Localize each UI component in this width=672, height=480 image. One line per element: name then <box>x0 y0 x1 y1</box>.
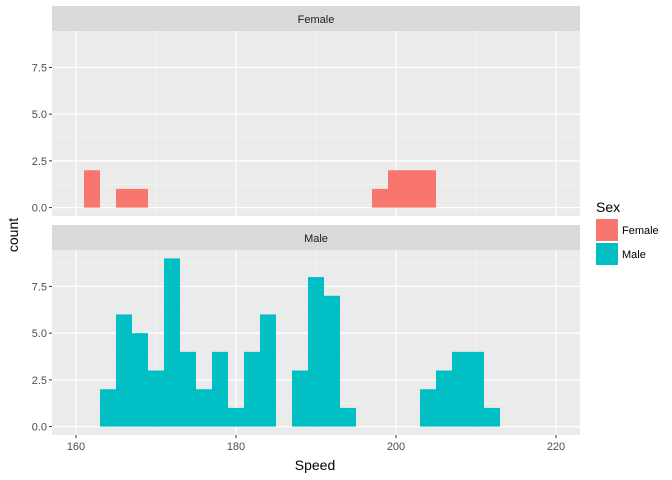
histogram-bar <box>228 407 244 427</box>
facet-strip-female <box>52 6 580 31</box>
legend-key-male <box>596 243 618 265</box>
histogram-bar <box>164 258 180 427</box>
x-tick-label: 220 <box>547 441 565 453</box>
gridlines-female <box>52 31 580 216</box>
y-tick-label: 7.5 <box>32 62 47 74</box>
y-axis-female: 0.0 2.5 5.0 7.5 <box>32 62 52 215</box>
histogram-bar <box>100 389 116 427</box>
histogram-bar <box>308 277 324 427</box>
y-tick-label: 0.0 <box>32 422 47 434</box>
facet-strip-label-male: Male <box>304 233 328 245</box>
legend-title: Sex <box>596 199 620 215</box>
histogram-bar <box>468 351 484 427</box>
histogram-bar <box>436 370 452 427</box>
panel-male: Male 0.0 2.5 5.0 7.5 160 180 200 220 <box>32 225 580 453</box>
histogram-bar <box>132 188 148 208</box>
y-axis-title: count <box>5 218 21 252</box>
histogram-bar <box>244 351 260 427</box>
x-tick-label: 160 <box>67 441 85 453</box>
histogram-bar <box>84 170 100 208</box>
y-axis-male: 0.0 2.5 5.0 7.5 <box>32 281 52 434</box>
x-tick-label: 200 <box>387 441 405 453</box>
histogram-bar <box>372 188 388 208</box>
histogram-bar <box>324 295 340 427</box>
histogram-bar <box>148 370 164 427</box>
histogram-bar <box>452 351 468 427</box>
histogram-bar <box>404 170 420 208</box>
histogram-bar <box>132 333 148 427</box>
y-tick-label: 0.0 <box>32 203 47 215</box>
y-tick-label: 2.5 <box>32 375 47 387</box>
histogram-bar <box>196 389 212 427</box>
histogram-bar <box>340 407 356 427</box>
y-tick-label: 7.5 <box>32 281 47 293</box>
y-tick-label: 2.5 <box>32 156 47 168</box>
legend: Sex Female Male <box>596 199 659 265</box>
x-tick-label: 180 <box>227 441 245 453</box>
y-tick-label: 5.0 <box>32 328 47 340</box>
x-axis: 160 180 200 220 <box>67 435 565 453</box>
histogram-bar <box>116 188 132 208</box>
bars-female <box>84 170 436 208</box>
legend-key-female <box>596 219 618 241</box>
facet-strip-male <box>52 225 580 250</box>
legend-label-male: Male <box>622 249 646 261</box>
y-tick-label: 5.0 <box>32 109 47 121</box>
facet-strip-label-female: Female <box>298 14 335 26</box>
histogram-bar <box>180 351 196 427</box>
histogram-bar <box>292 370 308 427</box>
histogram-bar <box>420 170 436 208</box>
bars-male <box>100 258 500 427</box>
histogram-bar <box>388 170 404 208</box>
histogram-bar <box>212 351 228 427</box>
histogram-bar <box>116 314 132 427</box>
histogram-bar <box>260 314 276 427</box>
panel-female: Female 0.0 2.5 5.0 7.5 <box>32 6 580 216</box>
legend-label-female: Female <box>622 225 659 237</box>
x-axis-title: Speed <box>295 457 335 473</box>
histogram-bar <box>484 407 500 427</box>
histogram-bar <box>420 389 436 427</box>
